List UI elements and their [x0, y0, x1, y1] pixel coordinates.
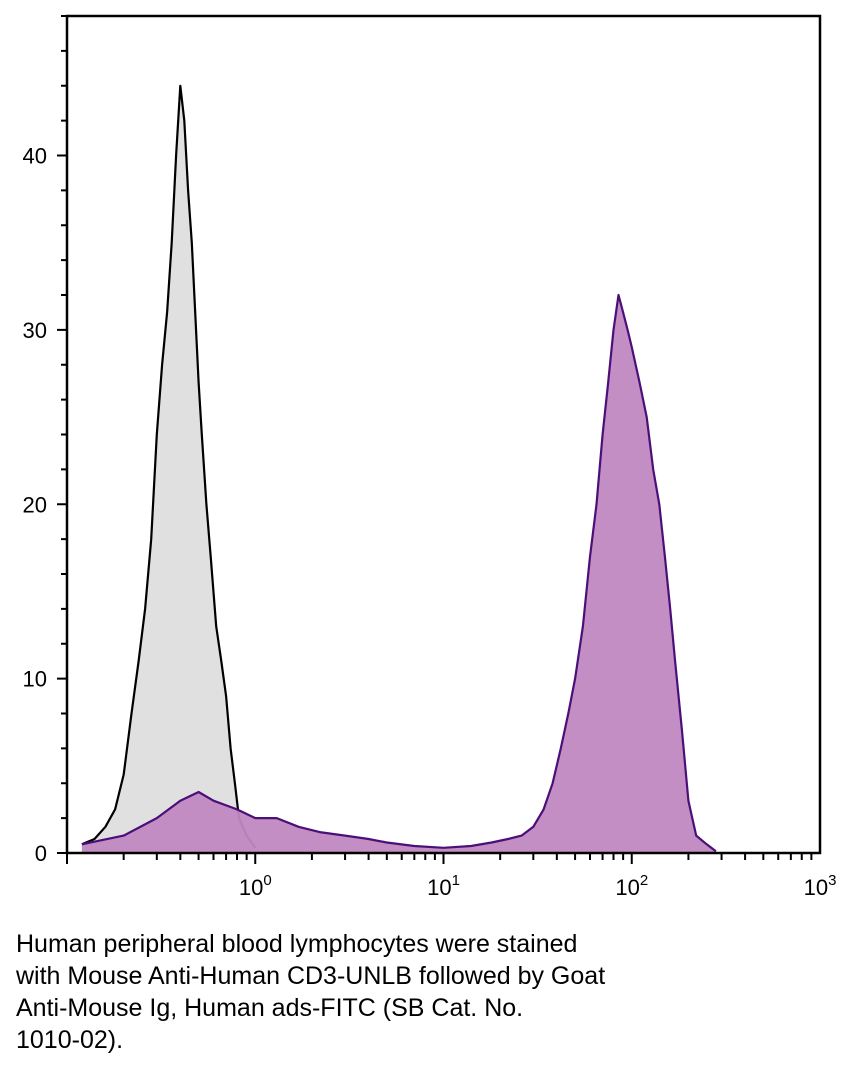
histogram-chart: 0 10 20 30 40 100 101 102 103 — [23, 14, 837, 900]
figure-caption: Human peripheral blood lymphocytes were … — [16, 928, 836, 1056]
plot-series — [81, 84, 717, 854]
series-control-line — [81, 84, 257, 849]
caption-line-2: with Mouse Anti-Human CD3-UNLB followed … — [16, 962, 606, 990]
caption-line-3: Anti-Mouse Ig, Human ads-FITC (SB Cat. N… — [16, 994, 524, 1022]
y-tick-label: 0 — [35, 841, 47, 866]
x-tick-label: 100 — [239, 872, 272, 900]
y-axis: 0 10 20 30 40 — [23, 15, 67, 866]
x-tick-label: 101 — [427, 872, 460, 900]
x-tick-label: 102 — [615, 872, 648, 900]
series-stained-line — [81, 293, 717, 853]
x-tick-label: 103 — [804, 872, 837, 900]
y-tick-label: 20 — [23, 492, 47, 517]
y-tick-label: 40 — [23, 144, 47, 169]
series-control-area — [81, 85, 256, 854]
x-axis: 100 101 102 103 — [66, 853, 837, 900]
y-tick-label: 10 — [23, 667, 47, 692]
caption-line-4: 1010-02). — [16, 1026, 124, 1054]
caption-line-1: Human peripheral blood lymphocytes were … — [16, 930, 578, 958]
y-tick-label: 30 — [23, 318, 47, 343]
